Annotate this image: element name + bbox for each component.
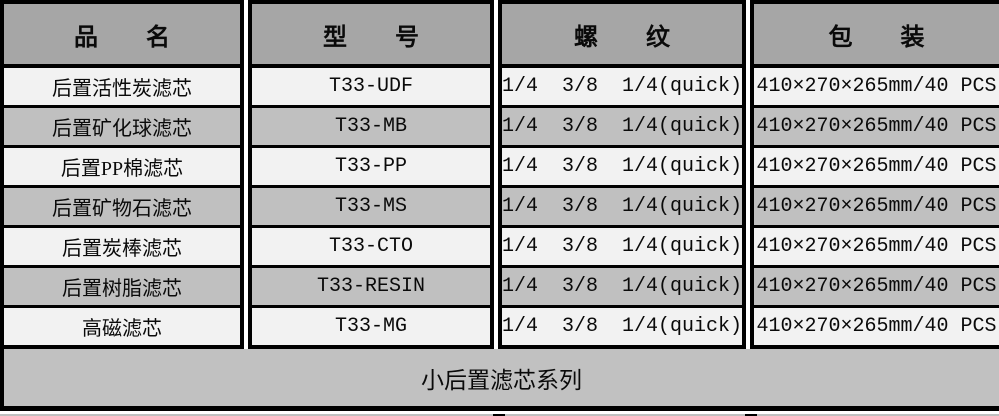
- cell-package: 410×270×265mm/40 PCS: [742, 185, 999, 227]
- cell-thread: 1/4 3/8 1/4(quick): [490, 185, 748, 227]
- column-header-package: 包 装: [742, 2, 999, 68]
- table-row: 后置矿化球滤芯 T33-MB 1/4 3/8 1/4(quick) 410×27…: [2, 105, 999, 147]
- cell-model: T33-MG: [240, 305, 496, 347]
- cell-package: 410×270×265mm/40 PCS: [742, 225, 999, 267]
- cell-product-name: 后置树脂滤芯: [2, 265, 246, 307]
- cell-product-name: 后置PP棉滤芯: [2, 145, 246, 187]
- cell-model: T33-PP: [240, 145, 496, 187]
- table-row: 高磁滤芯 T33-MG 1/4 3/8 1/4(quick) 410×270×2…: [2, 305, 999, 347]
- cell-thread: 1/4 3/8 1/4(quick): [490, 66, 748, 107]
- cell-product-name: 后置炭棒滤芯: [2, 225, 246, 267]
- cell-thread: 1/4 3/8 1/4(quick): [490, 265, 748, 307]
- cell-model: T33-UDF: [240, 66, 496, 107]
- cell-product-name: 后置矿物石滤芯: [2, 185, 246, 227]
- cell-thread: 1/4 3/8 1/4(quick): [490, 225, 748, 267]
- cell-model: T33-MS: [240, 185, 496, 227]
- cell-package: 410×270×265mm/40 PCS: [742, 145, 999, 187]
- cell-thread: 1/4 3/8 1/4(quick): [490, 145, 748, 187]
- next-table-cutoff-sliver: [0, 414, 999, 416]
- column-separator-tick: [493, 414, 505, 416]
- table-footer-row: 小后置滤芯系列: [2, 345, 999, 409]
- table-row: 后置PP棉滤芯 T33-PP 1/4 3/8 1/4(quick) 410×27…: [2, 145, 999, 187]
- cell-package: 410×270×265mm/40 PCS: [742, 105, 999, 147]
- series-title: 小后置滤芯系列: [2, 345, 999, 409]
- table-header-row: 品 名 型 号 螺 纹 包 装: [2, 2, 999, 68]
- cell-package: 410×270×265mm/40 PCS: [742, 265, 999, 307]
- column-header-product-name: 品 名: [2, 2, 246, 68]
- cell-thread: 1/4 3/8 1/4(quick): [490, 105, 748, 147]
- table-row: 后置矿物石滤芯 T33-MS 1/4 3/8 1/4(quick) 410×27…: [2, 185, 999, 227]
- cell-package: 410×270×265mm/40 PCS: [742, 305, 999, 347]
- cell-model: T33-CTO: [240, 225, 496, 267]
- column-header-model: 型 号: [240, 2, 496, 68]
- cell-thread: 1/4 3/8 1/4(quick): [490, 305, 748, 347]
- cell-model: T33-MB: [240, 105, 496, 147]
- column-separator-tick: [745, 414, 757, 416]
- table-row: 后置活性炭滤芯 T33-UDF 1/4 3/8 1/4(quick) 410×2…: [2, 66, 999, 107]
- column-header-thread: 螺 纹: [490, 2, 748, 68]
- cell-product-name: 高磁滤芯: [2, 305, 246, 347]
- cell-package: 410×270×265mm/40 PCS: [742, 66, 999, 107]
- cell-product-name: 后置矿化球滤芯: [2, 105, 246, 147]
- table-row: 后置树脂滤芯 T33-RESIN 1/4 3/8 1/4(quick) 410×…: [2, 265, 999, 307]
- table-row: 后置炭棒滤芯 T33-CTO 1/4 3/8 1/4(quick) 410×27…: [2, 225, 999, 267]
- cell-model: T33-RESIN: [240, 265, 496, 307]
- cell-product-name: 后置活性炭滤芯: [2, 66, 246, 107]
